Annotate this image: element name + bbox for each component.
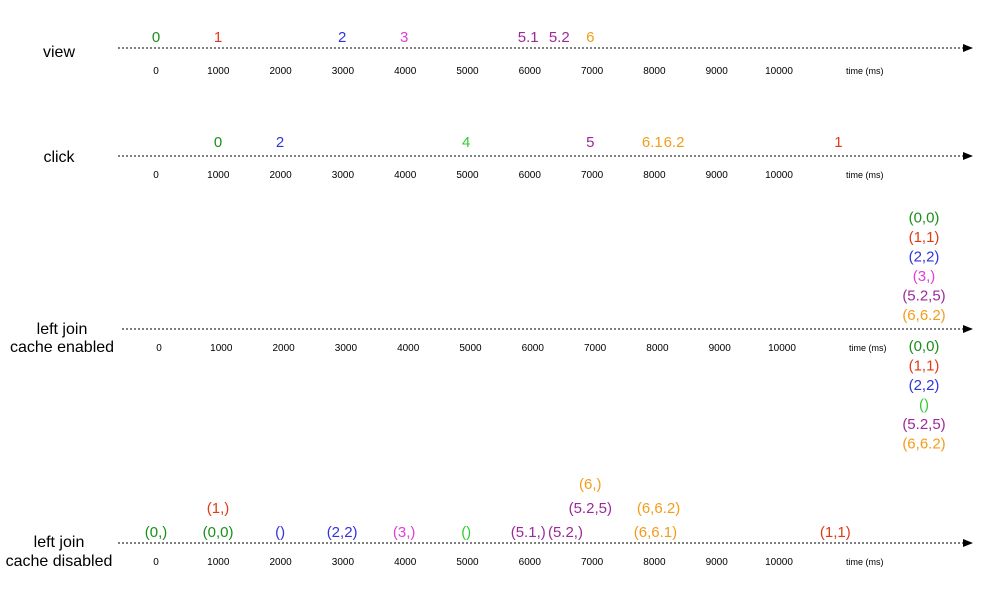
tick-label: 4000 [394, 170, 417, 181]
timeline-label: left join [34, 534, 85, 551]
tick-label: 2000 [269, 170, 292, 181]
event-label: (5.2,5) [902, 416, 945, 433]
tick-label: 7000 [584, 343, 607, 354]
tick-label: 7000 [581, 557, 604, 568]
tick-label: 1000 [207, 557, 230, 568]
tick-label: 8000 [643, 66, 666, 77]
tick-label: 5000 [456, 170, 479, 181]
event-label: (0,0) [909, 210, 940, 227]
event-label: 1 [834, 134, 842, 151]
event-label: 5.1 [518, 29, 539, 46]
tick-label: 10000 [765, 66, 793, 77]
axis-unit-label: time (ms) [846, 557, 884, 567]
event-label: (6,6.2) [902, 307, 945, 324]
tick-label: 10000 [765, 170, 793, 181]
timeline-label: click [43, 149, 75, 166]
tick-label: 7000 [581, 170, 604, 181]
event-label: 5 [586, 134, 594, 151]
event-label: 0 [214, 134, 222, 151]
tick-label: 1000 [210, 343, 233, 354]
tick-label: 6000 [519, 66, 542, 77]
tick-label: 3000 [332, 557, 355, 568]
event-label: (1,1) [909, 229, 940, 246]
timeline-label: cache disabled [6, 553, 113, 570]
event-label: (2,2) [327, 524, 358, 541]
event-label: (5.2,5) [902, 288, 945, 305]
tick-label: 8000 [643, 170, 666, 181]
event-label: 3 [400, 29, 408, 46]
tick-label: 3000 [332, 170, 355, 181]
tick-label: 2000 [269, 557, 292, 568]
tick-label: 1000 [207, 66, 230, 77]
tick-label: 8000 [643, 557, 666, 568]
tick-label: 0 [153, 170, 159, 181]
event-label: (2,2) [909, 377, 940, 394]
tick-label: 0 [153, 66, 159, 77]
tick-label: 4000 [394, 66, 417, 77]
tick-label: 10000 [765, 557, 793, 568]
tick-label: 3000 [335, 343, 358, 354]
event-label: 1 [214, 29, 222, 46]
event-label: 6.1 [642, 134, 663, 151]
event-label: (6,) [579, 476, 602, 493]
tick-label: 0 [153, 557, 159, 568]
event-label: (6,6.2) [637, 500, 680, 517]
event-label: (3,) [393, 524, 416, 541]
event-label: (1,) [207, 500, 230, 517]
tick-label: 8000 [646, 343, 669, 354]
tick-label: 3000 [332, 66, 355, 77]
tick-label: 6000 [522, 343, 545, 354]
tick-label: 7000 [581, 66, 604, 77]
tick-label: 9000 [709, 343, 732, 354]
event-label: (1,1) [820, 524, 851, 541]
tick-label: 4000 [394, 557, 417, 568]
tick-label: 10000 [768, 343, 796, 354]
timeline-label: cache enabled [10, 339, 114, 356]
tick-label: 9000 [706, 557, 729, 568]
tick-label: 5000 [456, 66, 479, 77]
axis-unit-label: time (ms) [846, 66, 884, 76]
tick-label: 5000 [456, 557, 479, 568]
event-label: () [461, 524, 471, 541]
event-label: (1,1) [909, 358, 940, 375]
axis-unit-label: time (ms) [849, 343, 887, 353]
tick-label: 5000 [459, 343, 482, 354]
timeline-label: left join [37, 321, 88, 338]
event-label: (5.2,5) [569, 500, 612, 517]
tick-label: 1000 [207, 170, 230, 181]
event-label: 6 [586, 29, 594, 46]
tick-label: 0 [156, 343, 162, 354]
timeline-1: click 0 1000 2000 3000 4000 5000 6000 7000 8000 90… [43, 134, 973, 181]
tick-label: 9000 [706, 66, 729, 77]
tick-label: 2000 [269, 66, 292, 77]
event-label: 5.2 [549, 29, 570, 46]
axis-unit-label: time (ms) [846, 170, 884, 180]
event-label: (5.2,) [548, 524, 583, 541]
event-label: 2 [276, 134, 284, 151]
event-label: 0 [152, 29, 160, 46]
event-label: (2,2) [909, 249, 940, 266]
event-label: (0,0) [203, 524, 234, 541]
event-label: () [919, 397, 929, 414]
timeline-label: view [43, 44, 75, 61]
tick-label: 6000 [519, 557, 542, 568]
event-label: () [275, 524, 285, 541]
event-label: (0,) [145, 524, 168, 541]
timeline-3: left join cache disabled 0 1000 2000 3000 4000… [6, 476, 973, 570]
tick-label: 4000 [397, 343, 420, 354]
event-label: (5.1,) [511, 524, 546, 541]
tick-label: 9000 [706, 170, 729, 181]
event-label: 6.2 [664, 134, 685, 151]
tick-label: 2000 [272, 343, 295, 354]
event-label: 4 [462, 134, 470, 151]
event-label: 2 [338, 29, 346, 46]
event-label: (0,0) [909, 338, 940, 355]
event-label: (6,6.1) [634, 524, 677, 541]
timeline-0: view 0 1000 2000 3000 4000 5000 6000 7000 8000 900… [43, 29, 973, 77]
tick-label: 6000 [519, 170, 542, 181]
event-label: (3,) [913, 268, 936, 285]
event-label: (6,6.2) [902, 436, 945, 453]
